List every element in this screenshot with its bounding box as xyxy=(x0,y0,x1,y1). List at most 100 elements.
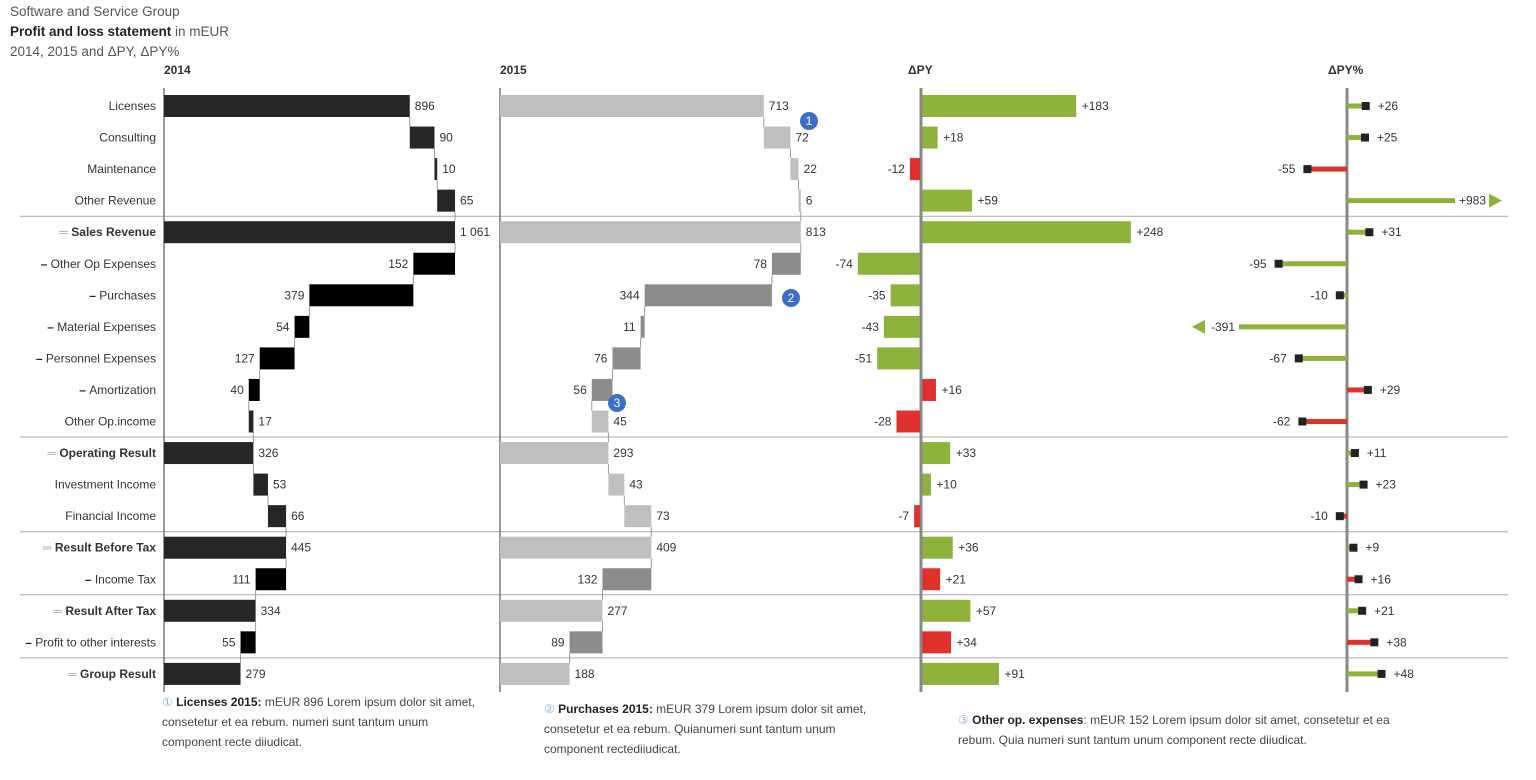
dpy-pct-marker xyxy=(1294,354,1303,363)
dpy-value-label: -43 xyxy=(862,320,880,334)
dpy-pct-value-label: +26 xyxy=(1378,99,1399,113)
dpy-value-label: +36 xyxy=(958,541,979,555)
total-prefix: ═ xyxy=(42,541,55,555)
dpy-bar xyxy=(922,126,938,149)
ac2014-value-label: 127 xyxy=(235,351,255,365)
dpy-pct-marker xyxy=(1370,638,1379,647)
footnote-number: ③ xyxy=(958,713,969,727)
dpy-pct-pin xyxy=(1347,198,1455,204)
dpy-pct-pin xyxy=(1347,576,1359,582)
ac2015-value-label: 132 xyxy=(577,572,597,586)
column-header-3: ΔPY% xyxy=(1328,63,1364,77)
annotation-badge-number: 3 xyxy=(614,396,621,410)
ac2014-bar xyxy=(248,410,254,433)
row-label-text: Result After Tax xyxy=(65,604,156,618)
dpy-pct-marker xyxy=(1363,385,1372,394)
ac2014-bar xyxy=(164,599,256,622)
ac2015-bar xyxy=(500,662,570,685)
row-label: Other Op.income xyxy=(65,415,157,429)
ac2014-value-label: 152 xyxy=(388,257,408,271)
annotation-badge xyxy=(608,394,626,412)
ac2014-bar xyxy=(164,662,241,685)
ac2015-value-label: 713 xyxy=(769,99,789,113)
annotation-badge-number: 2 xyxy=(788,291,795,305)
column-header-1: 2015 xyxy=(500,63,527,77)
dpy-pct-marker xyxy=(1298,417,1307,426)
row-label: Licenses xyxy=(109,99,156,113)
row-label: ═ Sales Revenue xyxy=(58,225,156,239)
ac2014-value-label: 53 xyxy=(273,478,287,492)
dpy-value-label: +10 xyxy=(936,478,957,492)
row-label: – Personnel Expenses xyxy=(36,351,156,365)
expense-prefix: – xyxy=(47,320,57,334)
dpy-pct-pin xyxy=(1307,166,1347,172)
dpy-pct-marker xyxy=(1335,512,1344,521)
ac2015-bar xyxy=(602,568,652,591)
ac2014-bar xyxy=(248,378,260,401)
ac2015-bar xyxy=(591,378,613,401)
title-bold: Profit and loss statement xyxy=(10,24,172,39)
arrow-left-icon xyxy=(1192,319,1205,334)
dpy-bar xyxy=(896,410,920,433)
dpy-bar xyxy=(922,95,1077,117)
row-label-text: Other Revenue xyxy=(75,194,157,208)
dpy-value-label: -35 xyxy=(868,288,886,302)
expense-prefix: – xyxy=(36,351,46,365)
dpy-value-label: -12 xyxy=(888,162,906,176)
dpy-pct-value-label: -391 xyxy=(1211,320,1235,334)
ac2015-bar xyxy=(500,95,764,117)
dpy-bar xyxy=(922,599,971,622)
dpy-pct-value-label: +21 xyxy=(1374,604,1395,618)
row-label: Consulting xyxy=(99,131,156,145)
ac2015-bar xyxy=(640,315,645,338)
dpy-value-label: -28 xyxy=(874,415,892,429)
ac2014-bar xyxy=(240,631,256,654)
dpy-pct-pin xyxy=(1278,261,1347,267)
dpy-pct-pin xyxy=(1347,387,1368,393)
dpy-bar xyxy=(909,158,920,181)
row-label-text: Operating Result xyxy=(59,446,156,460)
ac2014-bar xyxy=(164,95,410,117)
row-label-text: Maintenance xyxy=(87,162,156,176)
ac2014-value-label: 896 xyxy=(415,99,435,113)
annotation-badge-number: 1 xyxy=(806,114,813,128)
ac2015-value-label: 45 xyxy=(613,415,627,429)
ac2014-value-label: 1 061 xyxy=(460,225,490,239)
ac2015-bar xyxy=(644,284,772,307)
footnote-text: : mEUR 152 Lorem ipsum dolor sit amet, c… xyxy=(958,713,1390,747)
ac2015-bar xyxy=(500,442,609,465)
ac2015-bar xyxy=(798,189,801,212)
ac2015-bar xyxy=(591,410,609,433)
dpy-pct-pin xyxy=(1347,229,1370,235)
dpy-pct-marker xyxy=(1303,165,1312,174)
annotation-badge xyxy=(800,112,818,130)
row-label: Investment Income xyxy=(55,478,157,492)
dpy-pct-value-label: +25 xyxy=(1377,131,1398,145)
chart-title: Profit and loss statement in mEUR xyxy=(10,24,229,39)
chart-subtitle: 2014, 2015 and ΔPY, ΔPY% xyxy=(10,44,180,59)
company-name: Software and Service Group xyxy=(10,4,180,19)
dpy-pct-value-label: -55 xyxy=(1278,162,1296,176)
footnote-2: ② Purchases 2015: mEUR 379 Lorem ipsum d… xyxy=(544,699,884,759)
ac2014-bar xyxy=(164,442,254,465)
ac2015-bar xyxy=(500,536,652,559)
row-label-text: Purchases xyxy=(99,288,156,302)
row-label: – Amortization xyxy=(79,383,156,397)
dpy-pct-pin xyxy=(1302,419,1347,424)
dpy-pct-value-label: +31 xyxy=(1381,225,1402,239)
dpy-bar xyxy=(922,442,951,465)
dpy-bar xyxy=(922,631,952,654)
row-label: ═ Operating Result xyxy=(46,446,156,460)
footnote-number: ② xyxy=(544,702,555,716)
dpy-pct-marker xyxy=(1365,228,1374,237)
expense-prefix: – xyxy=(41,257,51,271)
dpy-bar xyxy=(922,221,1131,244)
dpy-bar xyxy=(922,378,936,401)
ac2015-value-label: 6 xyxy=(806,194,813,208)
ac2015-value-label: 72 xyxy=(795,131,809,145)
dpy-value-label: +34 xyxy=(957,635,978,649)
row-label: – Income Tax xyxy=(85,572,156,586)
dpy-bar xyxy=(890,284,920,307)
ac2014-value-label: 90 xyxy=(439,131,453,145)
ac2015-bar xyxy=(624,505,652,528)
